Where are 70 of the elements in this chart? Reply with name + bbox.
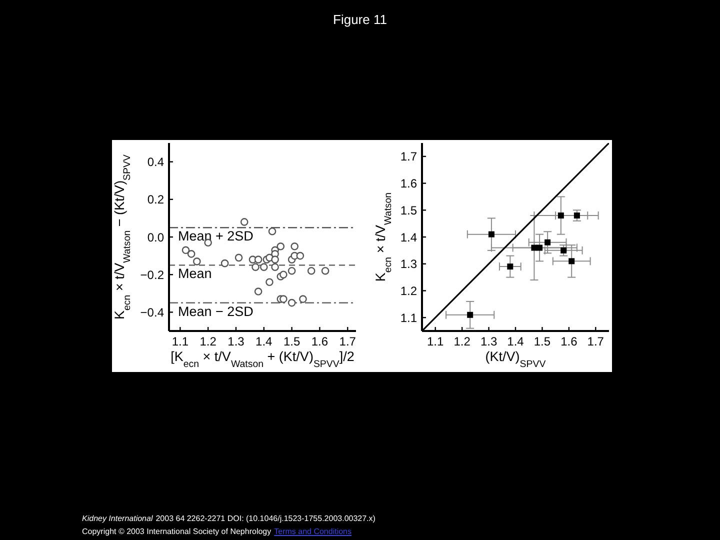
y-tick-label: 1.6 [400, 176, 418, 191]
point [568, 258, 575, 264]
y-tick-label: 0.2 [147, 192, 164, 207]
x-axis-title: (Kt/V)$_{SPVV}$ [485, 349, 546, 370]
point [299, 295, 307, 303]
point [507, 264, 514, 270]
text: 2003 64 2262-2271 DOI: (10.1046/j.1523-1755.2003.00327.x) [156, 514, 376, 523]
x-tick-label: 1.7 [339, 334, 356, 349]
x-tick-label: 1.3 [228, 334, 245, 349]
point [290, 242, 298, 250]
point [280, 270, 288, 278]
y-tick-label: 0.4 [147, 155, 164, 170]
x-tick-label: 1.2 [454, 334, 471, 349]
y-tick-label: 1.3 [400, 257, 418, 272]
point [288, 298, 296, 307]
y-tick-label: 1.2 [400, 284, 418, 298]
point [268, 227, 276, 236]
point [266, 278, 274, 286]
point [220, 259, 229, 268]
x-tick-label: 1.5 [283, 334, 300, 349]
point [321, 266, 330, 275]
point [307, 266, 316, 275]
point [488, 231, 494, 238]
point [276, 242, 285, 250]
ref-line-label: Mean − 2SD [178, 304, 254, 319]
point [234, 254, 243, 262]
x-axis-title: [K$_{ecn}$ × t/V$_{Watson}$ + (Kt/V)$_{SPVV}$]/2 [170, 349, 354, 370]
point [280, 295, 288, 303]
y-tick-label: 1.1 [400, 310, 418, 325]
point [252, 263, 260, 271]
x-tick-label: 1.7 [587, 334, 604, 349]
y-tick-label: 0.0 [147, 230, 164, 244]
point [467, 312, 474, 318]
point [254, 256, 262, 264]
x-tick-label: 1.5 [534, 334, 551, 349]
y-tick-label: −0.2 [140, 268, 164, 282]
y-tick-label: 1.4 [400, 230, 418, 244]
x-tick-label: 1.4 [256, 334, 273, 349]
y-tick-label: −0.4 [140, 305, 164, 320]
point [531, 244, 538, 251]
x-tick-label: 1.6 [311, 334, 328, 349]
point [193, 258, 201, 266]
ref-line-label: Mean [178, 266, 212, 282]
x-tick-label: 1.6 [560, 334, 578, 349]
point [536, 244, 543, 251]
point [288, 266, 296, 275]
ref-line-label: Mean + 2SD [178, 228, 254, 244]
point [260, 263, 268, 271]
point [240, 218, 248, 226]
point [558, 212, 564, 219]
point [187, 250, 196, 258]
x-tick-label: 1.1 [172, 334, 189, 349]
y-tick-label: 1.5 [400, 203, 418, 218]
point [182, 246, 190, 254]
point [271, 256, 279, 264]
text: Terms and Conditions [274, 527, 352, 536]
x-tick-label: 1.2 [200, 334, 217, 349]
text: Kidney International [82, 514, 153, 523]
x-tick-label: 1.3 [480, 334, 498, 349]
text: Copyright © 2003 International Society of Nephrology [82, 527, 272, 536]
point [296, 252, 304, 260]
chart-title: Figure 11 [332, 12, 388, 27]
x-tick-label: 1.1 [427, 334, 444, 349]
y-tick-label: 1.7 [400, 150, 418, 164]
x-tick-label: 1.4 [507, 334, 524, 349]
point [560, 247, 567, 254]
point [271, 263, 279, 271]
point [544, 239, 551, 246]
point [254, 288, 262, 296]
point [574, 212, 580, 219]
